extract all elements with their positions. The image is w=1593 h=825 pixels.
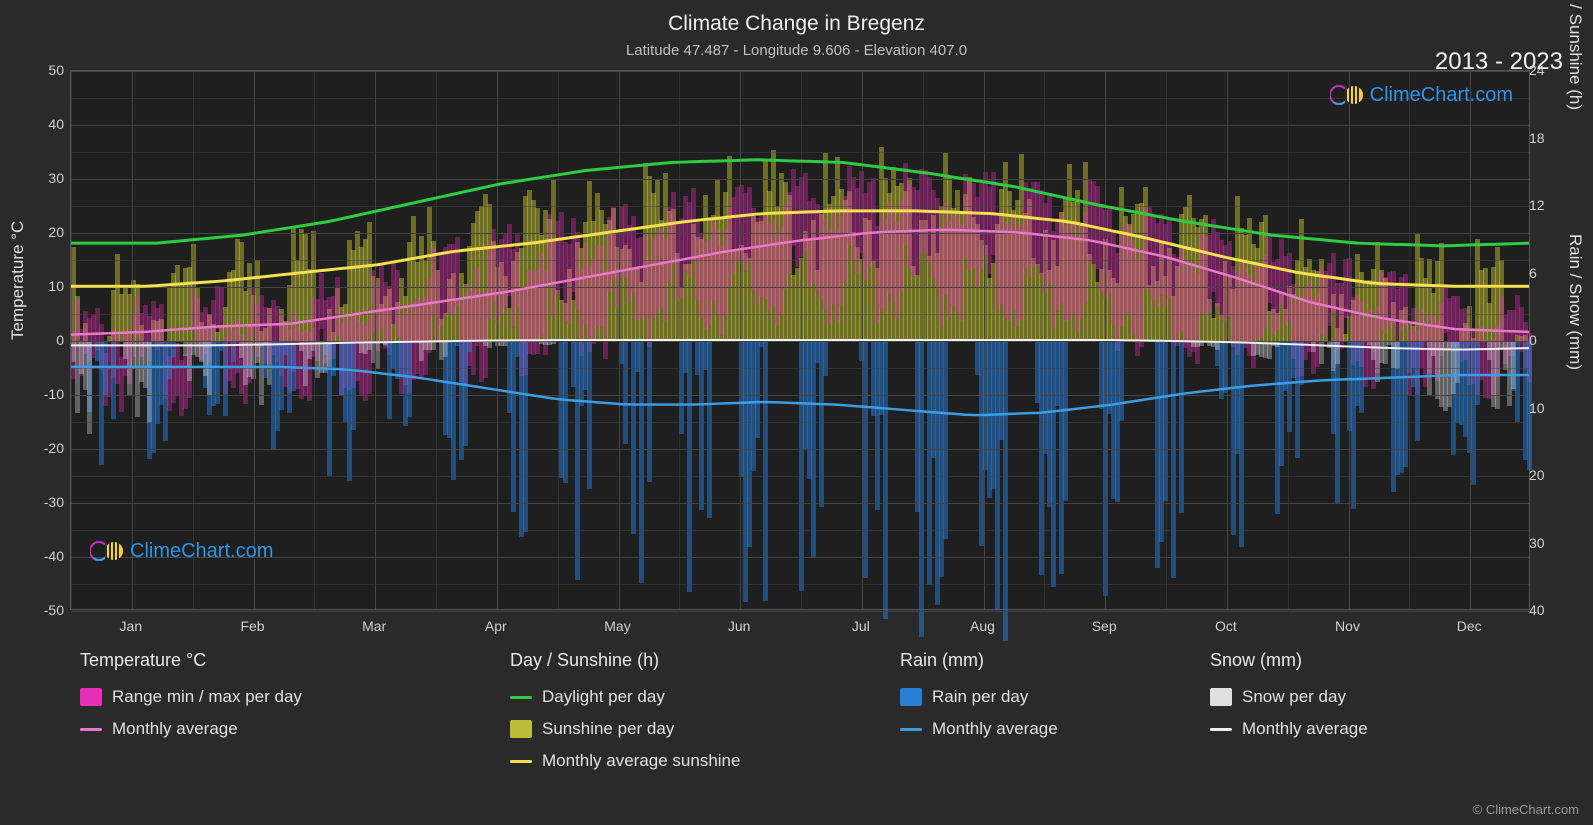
- watermark-bottom: ClimeChart.com: [90, 538, 273, 564]
- chart-title: Climate Change in Bregenz: [0, 12, 1593, 36]
- y-axis-right-bottom-label: Rain / Snow (mm): [1565, 234, 1585, 370]
- legend-column: Rain (mm) Rain per day Monthly average: [900, 650, 1200, 771]
- x-tick: Sep: [1092, 618, 1117, 634]
- y-tick-left: 40: [36, 116, 64, 132]
- legend-swatch: [510, 760, 532, 763]
- watermark-text: ClimeChart.com: [130, 540, 273, 563]
- x-tick: Oct: [1215, 618, 1237, 634]
- x-tick: Feb: [240, 618, 264, 634]
- legend-header: Rain (mm): [900, 650, 1200, 671]
- y-tick-left: -10: [36, 386, 64, 402]
- legend-swatch: [900, 688, 922, 706]
- chart-plot: [70, 70, 1530, 610]
- legend-item: Sunshine per day: [510, 719, 890, 739]
- y-tick-right-hours: 12: [1529, 197, 1557, 213]
- legend-swatch: [80, 688, 102, 706]
- y-axis-right-top-label: Day / Sunshine (h): [1565, 0, 1585, 110]
- legend-item: Monthly average: [80, 719, 500, 739]
- x-tick: Apr: [485, 618, 507, 634]
- y-tick-left: 0: [36, 332, 64, 348]
- y-tick-right-mm: 30: [1529, 535, 1557, 551]
- y-tick-right-mm: 20: [1529, 467, 1557, 483]
- y-tick-left: 50: [36, 62, 64, 78]
- watermark-top: ClimeChart.com: [1330, 82, 1513, 108]
- x-tick: Nov: [1335, 618, 1360, 634]
- chart-subtitle: Latitude 47.487 - Longitude 9.606 - Elev…: [0, 42, 1593, 59]
- x-tick: May: [604, 618, 630, 634]
- x-tick: Jun: [728, 618, 751, 634]
- legend-swatch: [1210, 728, 1232, 731]
- legend-item: Snow per day: [1210, 687, 1510, 707]
- legend-label: Monthly average sunshine: [542, 751, 740, 771]
- y-tick-left: -50: [36, 602, 64, 618]
- copyright: © ClimeChart.com: [1473, 802, 1579, 817]
- legend-column: Day / Sunshine (h) Daylight per day Sunshi…: [510, 650, 890, 771]
- legend-item: Daylight per day: [510, 687, 890, 707]
- y-tick-left: -40: [36, 548, 64, 564]
- x-tick: Jul: [852, 618, 870, 634]
- logo-icon: [90, 538, 124, 564]
- legend-header: Temperature °C: [80, 650, 500, 671]
- watermark-text: ClimeChart.com: [1370, 84, 1513, 107]
- legend-item: Monthly average: [900, 719, 1200, 739]
- legend-swatch: [80, 728, 102, 731]
- legend-label: Range min / max per day: [112, 687, 302, 707]
- legend-label: Daylight per day: [542, 687, 665, 707]
- legend-swatch: [510, 720, 532, 738]
- legend-swatch: [1210, 688, 1232, 706]
- y-tick-left: 10: [36, 278, 64, 294]
- y-tick-left: 30: [36, 170, 64, 186]
- legend-column: Snow (mm) Snow per day Monthly average: [1210, 650, 1510, 771]
- x-tick: Mar: [362, 618, 386, 634]
- legend-item: Rain per day: [900, 687, 1200, 707]
- x-tick: Jan: [120, 618, 143, 634]
- logo-icon: [1330, 82, 1364, 108]
- legend: Temperature °C Range min / max per day Mon…: [80, 650, 1550, 771]
- legend-label: Monthly average: [112, 719, 238, 739]
- legend-item: Monthly average sunshine: [510, 751, 890, 771]
- legend-label: Monthly average: [1242, 719, 1368, 739]
- legend-header: Snow (mm): [1210, 650, 1510, 671]
- plot-area: [70, 70, 1530, 610]
- y-tick-right-mm: 10: [1529, 400, 1557, 416]
- legend-header: Day / Sunshine (h): [510, 650, 890, 671]
- legend-swatch: [900, 728, 922, 731]
- x-tick: Aug: [970, 618, 995, 634]
- legend-label: Monthly average: [932, 719, 1058, 739]
- y-tick-right-mm: 40: [1529, 602, 1557, 618]
- y-tick-right-hours: 0: [1529, 332, 1557, 348]
- legend-label: Sunshine per day: [542, 719, 674, 739]
- legend-swatch: [510, 696, 532, 699]
- legend-label: Rain per day: [932, 687, 1028, 707]
- y-tick-right-hours: 24: [1529, 62, 1557, 78]
- legend-column: Temperature °C Range min / max per day Mon…: [80, 650, 500, 771]
- y-tick-right-hours: 18: [1529, 130, 1557, 146]
- legend-item: Monthly average: [1210, 719, 1510, 739]
- y-tick-left: -30: [36, 494, 64, 510]
- y-tick-left: -20: [36, 440, 64, 456]
- x-tick: Dec: [1457, 618, 1482, 634]
- legend-item: Range min / max per day: [80, 687, 500, 707]
- legend-label: Snow per day: [1242, 687, 1346, 707]
- y-tick-right-hours: 6: [1529, 265, 1557, 281]
- y-tick-left: 20: [36, 224, 64, 240]
- y-axis-left-label: Temperature °C: [8, 221, 28, 340]
